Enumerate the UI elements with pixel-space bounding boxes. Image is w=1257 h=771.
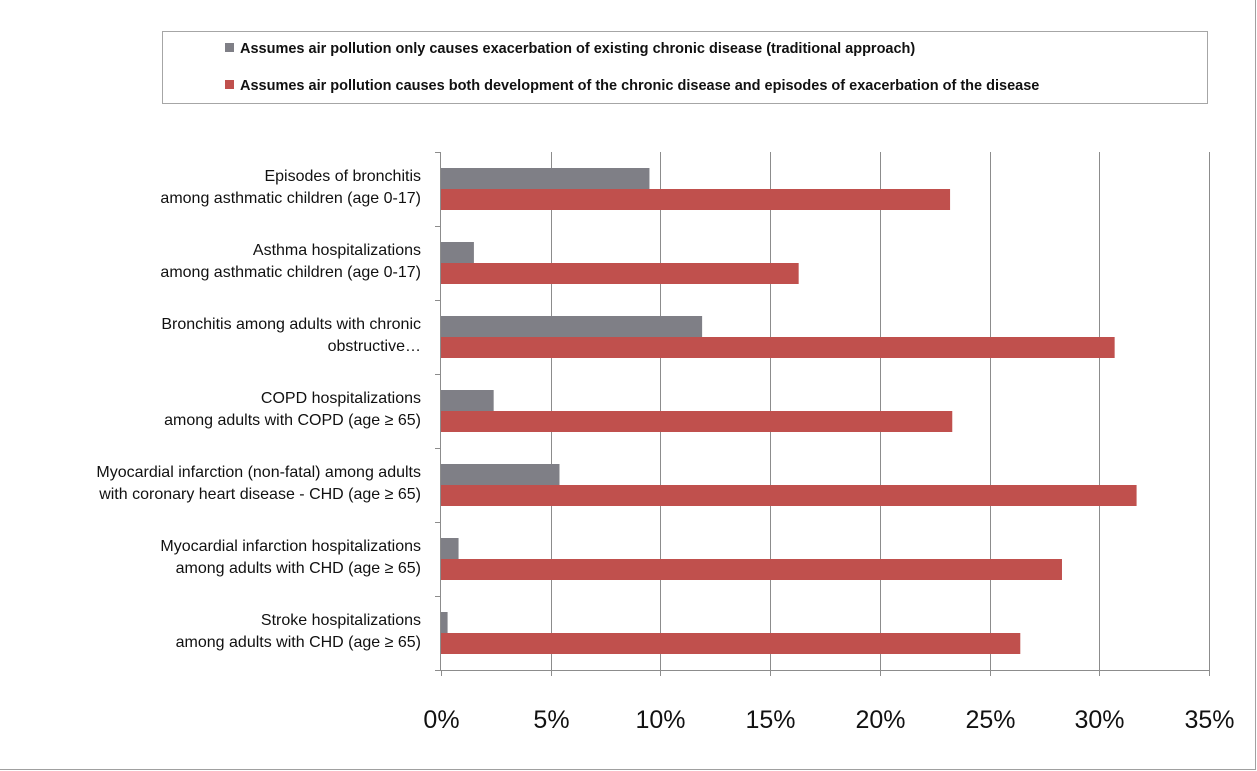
legend-swatch-series-2 [225, 80, 234, 89]
category-label-4-line-1: COPD hospitalizations [260, 390, 421, 407]
bar-series1-cat2 [441, 242, 474, 263]
x-tick-label-7: 35% [1184, 706, 1234, 734]
category-label-6: Myocardial infarction hospitalizations am… [0, 536, 421, 580]
bar-series1-cat3 [441, 316, 703, 337]
legend-swatch-series-1 [225, 43, 234, 52]
bar-series2-cat3 [441, 337, 1115, 358]
x-tick-label-2: 10% [635, 706, 685, 734]
bar-series2-cat7 [441, 633, 1021, 654]
bar-series2-cat5 [441, 485, 1137, 506]
bar-series1-cat6 [441, 538, 459, 559]
legend-label-series-2: Assumes air pollution causes both develo… [240, 78, 1040, 94]
bar-series2-cat1 [441, 189, 951, 210]
bar-series1-cat1 [441, 168, 650, 189]
category-label-5-line-2: with coronary heart disease - CHD (age ≥… [99, 486, 421, 503]
x-tick-label-4: 20% [855, 706, 905, 734]
category-label-6-line-1: Myocardial infarction hospitalizations [160, 538, 421, 555]
x-tick-label-5: 25% [965, 706, 1015, 734]
category-label-3: Bronchitis among adults with chronic obst… [0, 314, 421, 358]
legend: Assumes air pollution only causes exacer… [162, 31, 1208, 104]
category-label-7-line-1: Stroke hospitalizations [260, 612, 421, 629]
category-label-2-line-2: among asthmatic children (age 0-17) [160, 264, 421, 281]
x-tick-label-0: 0% [423, 706, 459, 734]
x-tick-label-6: 30% [1074, 706, 1124, 734]
category-label-2-line-1: Asthma hospitalizations [252, 242, 421, 259]
category-label-1: Episodes of bronchitis among asthmatic ch… [0, 166, 421, 210]
category-label-4: COPD hospitalizations among adults with C… [0, 388, 421, 432]
bar-series1-cat7 [441, 612, 448, 633]
x-tick-label-3: 15% [745, 706, 795, 734]
bar-series2-cat2 [441, 263, 799, 284]
category-label-5-line-1: Myocardial infarction (non-fatal) among … [96, 464, 421, 481]
category-label-1-line-1: Episodes of bronchitis [264, 168, 421, 185]
legend-item-series-1: Assumes air pollution only causes exacer… [225, 41, 915, 57]
category-label-3-line-2: obstructive… [327, 338, 421, 355]
category-label-1-line-2: among asthmatic children (age 0-17) [160, 190, 421, 207]
bar-series1-cat4 [441, 390, 494, 411]
category-label-2: Asthma hospitalizations among asthmatic c… [0, 240, 421, 284]
category-label-7: Stroke hospitalizations among adults with… [0, 610, 421, 654]
legend-item-series-2: Assumes air pollution causes both develo… [225, 78, 1039, 94]
bar-series2-cat4 [441, 411, 953, 432]
category-label-7-line-2: among adults with CHD (age ≥ 65) [175, 634, 421, 651]
category-label-6-line-2: among adults with CHD (age ≥ 65) [175, 560, 421, 577]
category-label-3-line-1: Bronchitis among adults with chronic [161, 316, 421, 333]
category-label-5: Myocardial infarction (non-fatal) among … [0, 462, 421, 506]
category-label-4-line-2: among adults with COPD (age ≥ 65) [164, 412, 421, 429]
x-tick-label-1: 5% [533, 706, 569, 734]
bar-series2-cat6 [441, 559, 1062, 580]
legend-label-series-1: Assumes air pollution only causes exacer… [240, 41, 916, 57]
bar-series1-cat5 [441, 464, 560, 485]
